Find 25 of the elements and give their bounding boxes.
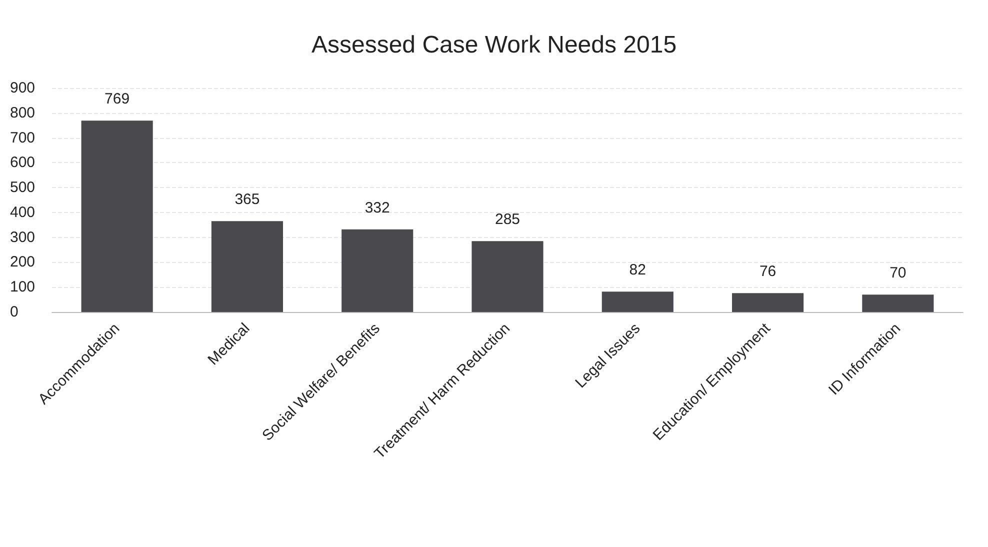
y-tick-label: 600 [10,154,36,172]
bar [211,221,284,312]
y-tick-label: 300 [10,228,36,246]
bar [342,229,414,312]
data-label: 285 [494,211,520,228]
y-tick-label: 200 [10,254,36,271]
y-tick-label: 900 [10,80,36,96]
bar [81,120,153,312]
bar [862,294,934,312]
y-tick-label: 0 [10,304,18,320]
y-tick-label: 700 [10,129,36,146]
data-label: 769 [104,90,130,108]
y-tick-label: 800 [10,104,36,122]
data-label: 70 [890,264,906,282]
data-label: 365 [234,191,260,208]
y-tick-label: 500 [10,179,36,196]
bar [602,292,674,312]
bar [732,293,804,312]
bar [472,241,544,312]
data-label: 76 [759,263,776,280]
y-tick-label: 400 [10,204,36,221]
y-tick-label: 100 [10,278,36,296]
data-label: 82 [629,262,646,279]
data-label: 332 [364,199,390,216]
chart-title: Assessed Case Work Needs 2015 [311,32,677,58]
